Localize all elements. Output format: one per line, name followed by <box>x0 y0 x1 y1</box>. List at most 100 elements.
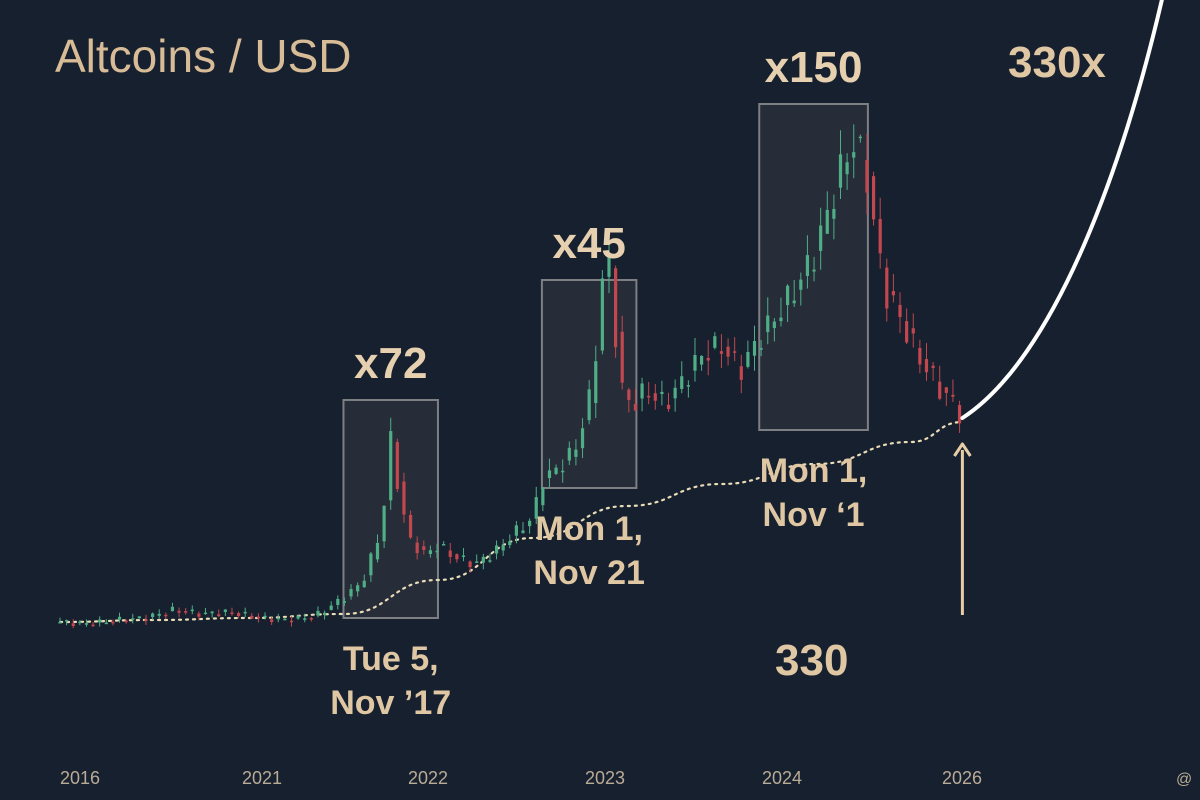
x-axis: 2016 2021 2022 2023 2024 2026 <box>60 768 982 788</box>
candle-body <box>494 545 499 554</box>
candle-body <box>71 623 75 626</box>
candle-body <box>170 606 175 612</box>
candle-body <box>838 154 843 188</box>
x-tick-label: 2022 <box>408 768 448 788</box>
candle-body <box>594 361 598 404</box>
candle-body <box>329 605 333 610</box>
trend-line <box>58 420 964 624</box>
candle-body <box>362 580 366 588</box>
candle-body <box>296 615 300 619</box>
candle-body <box>124 620 128 623</box>
candle-body <box>693 355 697 371</box>
candle-body <box>805 255 810 276</box>
candle-body <box>137 616 141 619</box>
candle-body <box>792 300 796 304</box>
cycle-multiplier-1: x72 <box>354 339 427 388</box>
cycle-date-line1-3: Mon 1, <box>760 452 868 490</box>
current-marker-arrow-head <box>953 442 972 457</box>
candle-body <box>699 355 704 365</box>
candle-body <box>574 449 578 457</box>
candle-body <box>117 616 122 620</box>
projection-label: 330x <box>1008 38 1106 87</box>
candle-body <box>276 617 280 620</box>
candle-body <box>812 269 816 272</box>
candle-body <box>58 622 62 624</box>
candle-body <box>236 613 241 617</box>
candle-body <box>600 278 604 351</box>
current-value-label: 330 <box>775 636 848 685</box>
candle-body <box>203 612 208 615</box>
candle-body <box>157 613 161 616</box>
candle-body <box>647 395 651 398</box>
candle-body <box>389 431 393 501</box>
candle-body <box>766 315 770 333</box>
cycle-multiplier-2: x45 <box>552 219 625 268</box>
candle-body <box>885 267 889 309</box>
candle-body <box>739 366 743 380</box>
candle-body <box>541 487 545 506</box>
candles-layer <box>58 124 962 629</box>
candle-body <box>534 497 538 519</box>
candle-body <box>442 544 446 546</box>
candle-body <box>369 553 373 576</box>
candle-body <box>78 621 82 624</box>
candle-body <box>587 389 591 421</box>
candle-body <box>521 530 525 533</box>
candle-body <box>666 404 671 409</box>
candle-body <box>402 481 406 515</box>
candle-body <box>190 609 194 612</box>
candle-body <box>448 550 452 557</box>
x-tick-label: 2023 <box>585 768 625 788</box>
candle-body <box>455 554 459 560</box>
candle-body <box>746 351 750 367</box>
candle-body <box>382 505 386 542</box>
candle-body <box>845 162 849 175</box>
candle-body <box>84 623 89 625</box>
candle-body <box>726 346 730 357</box>
candle-body <box>111 621 115 624</box>
candle-body <box>210 611 214 614</box>
candle-body <box>627 389 631 400</box>
candle-body <box>428 550 433 554</box>
candle-body <box>865 160 869 193</box>
candle-body <box>825 209 829 234</box>
candle-body <box>316 610 320 616</box>
candle-body <box>336 598 340 605</box>
candle-body <box>488 560 492 562</box>
candle-body <box>653 393 657 401</box>
candle-body <box>752 341 757 356</box>
candle-body <box>852 152 856 158</box>
candle-body <box>713 336 717 348</box>
candle-body <box>508 541 512 546</box>
candle-body <box>924 359 929 373</box>
candle-body <box>184 611 188 613</box>
projection-arrow <box>960 0 1164 420</box>
x-tick-label: 2026 <box>942 768 982 788</box>
candle-body <box>938 381 942 399</box>
candle-body <box>289 620 294 623</box>
cycle-date-line2-3: Nov ‘1 <box>763 496 865 534</box>
candle-body <box>217 614 221 617</box>
candle-body <box>931 365 935 369</box>
cycle-date-line2-2: Nov 21 <box>533 554 645 592</box>
candle-body <box>620 331 624 383</box>
candle-body <box>871 176 876 220</box>
candle-body <box>759 348 763 350</box>
candle-body <box>561 470 565 473</box>
candle-body <box>891 291 896 296</box>
candle-body <box>832 208 836 219</box>
candle-body <box>640 383 644 399</box>
candle-body <box>779 317 783 322</box>
candle-body <box>819 225 823 251</box>
candle-body <box>342 601 347 603</box>
x-tick-label: 2016 <box>60 768 100 788</box>
candle-body <box>91 624 95 627</box>
candle-body <box>144 619 148 621</box>
corner-symbol: @ <box>1176 771 1192 788</box>
candle-body <box>799 279 803 290</box>
x-tick-label: 2024 <box>762 768 802 788</box>
candle-body <box>250 615 254 619</box>
candle-body <box>322 612 327 616</box>
